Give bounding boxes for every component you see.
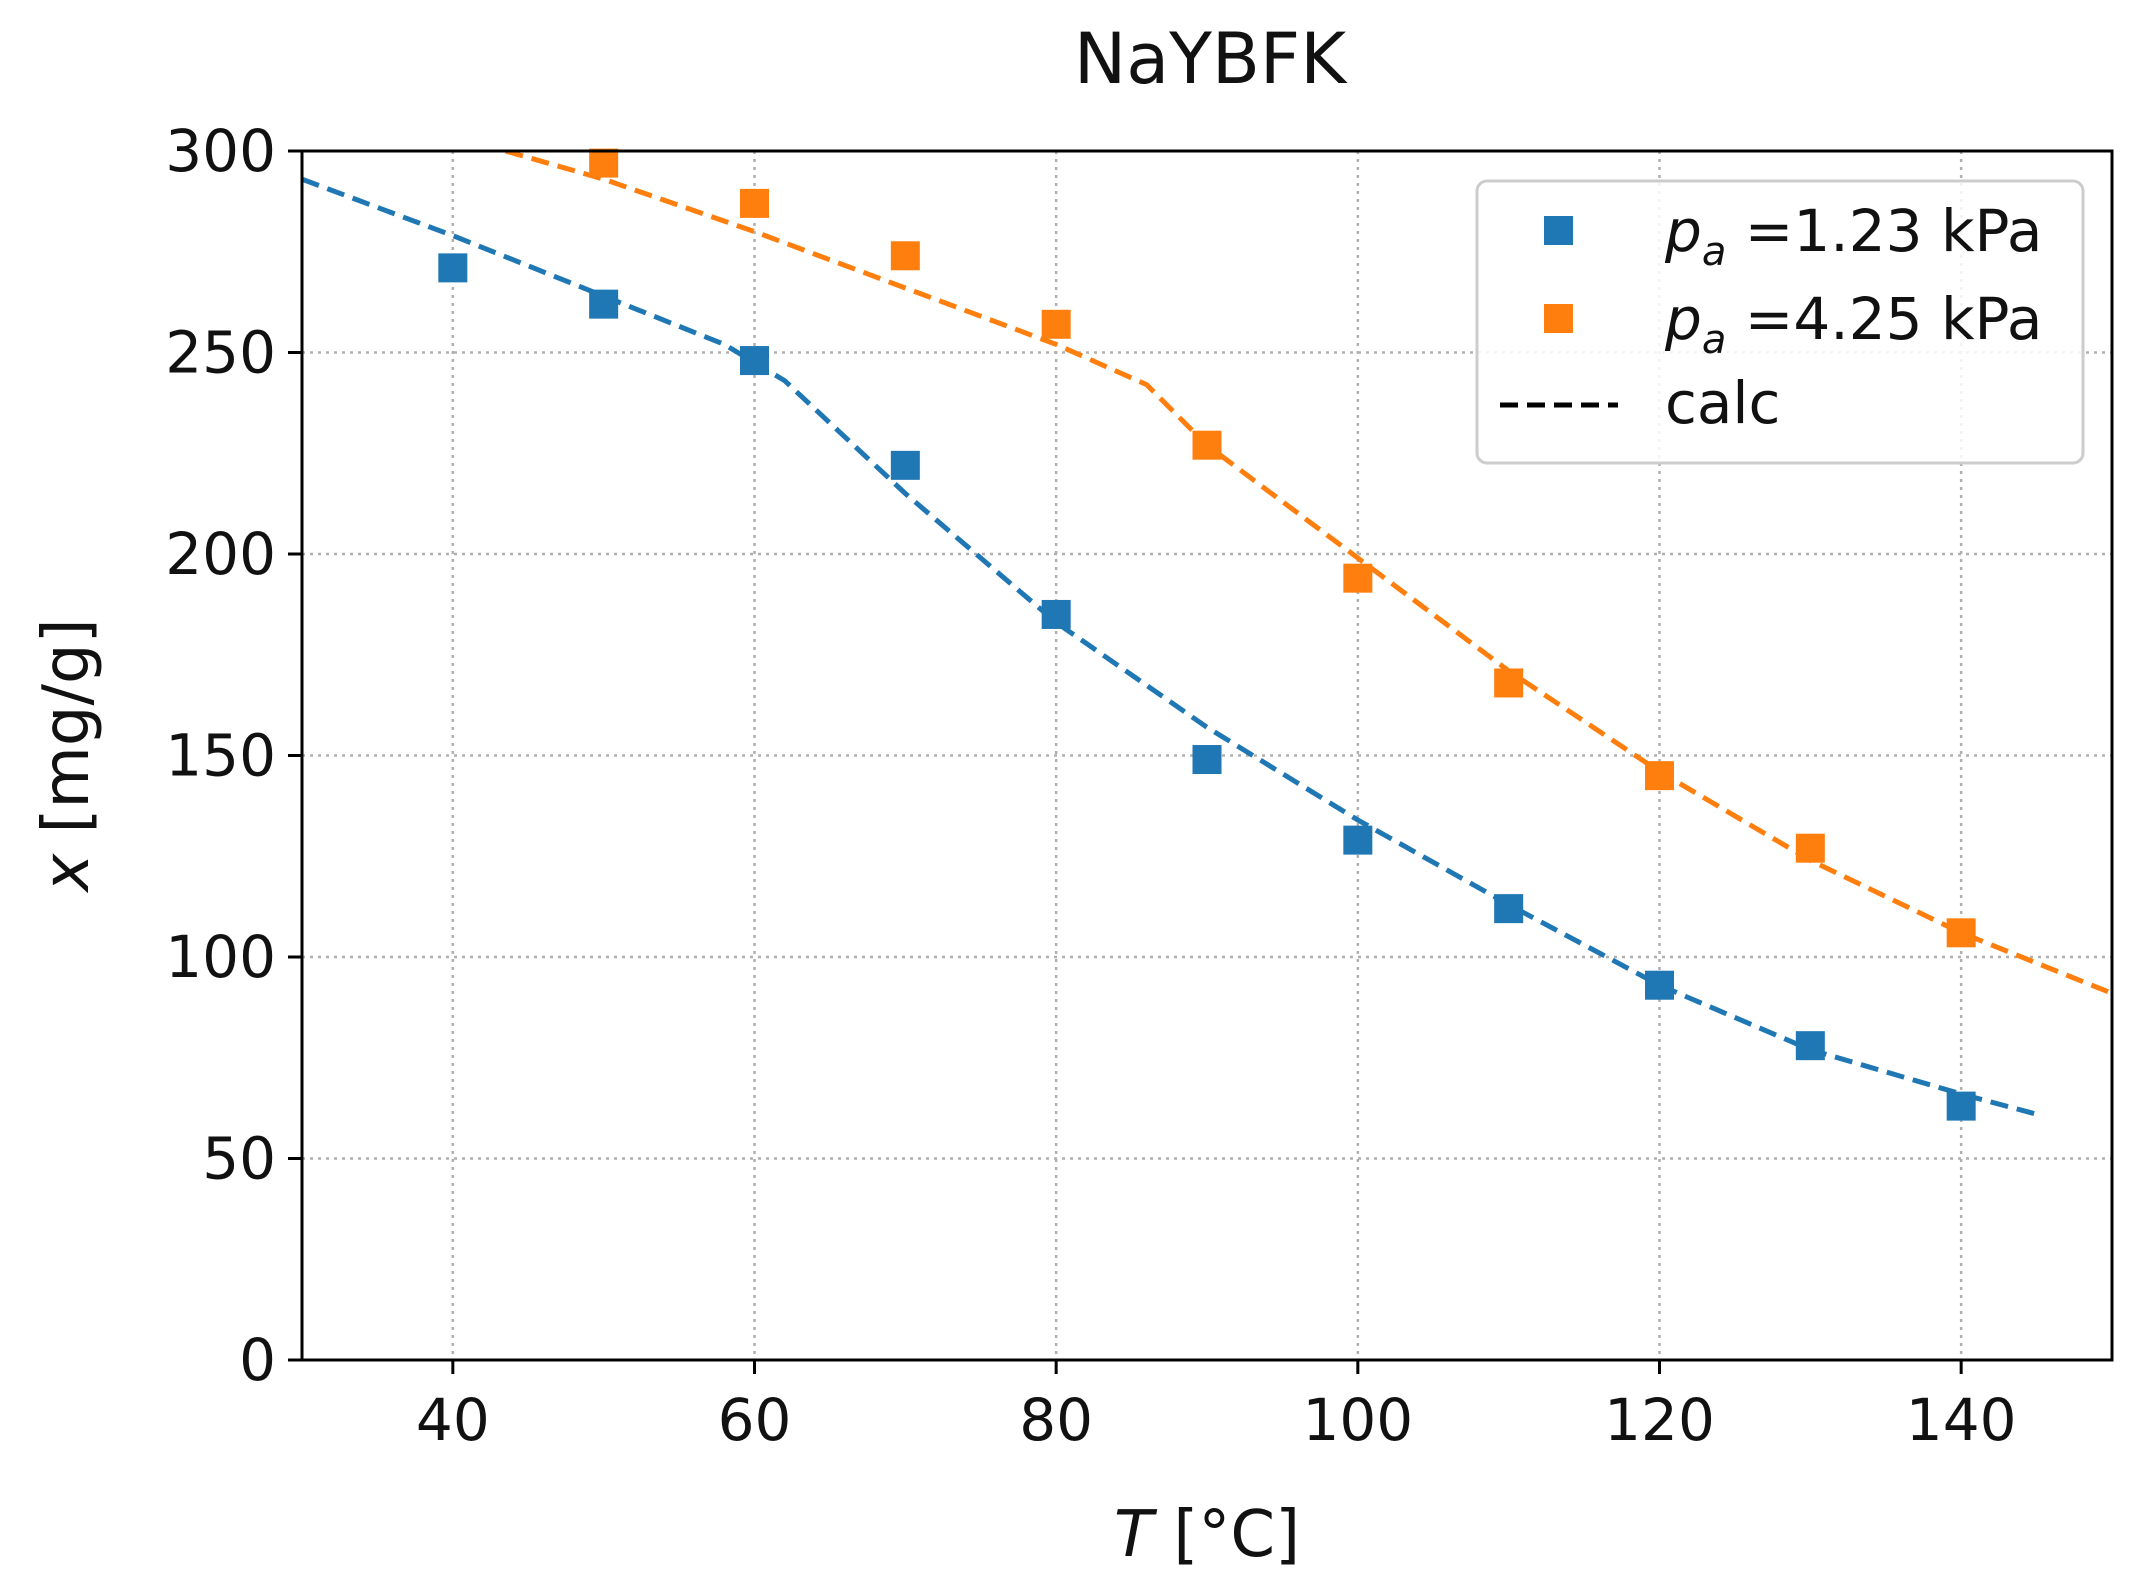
x-axis-symbol: T [1114,1498,1158,1572]
x-tick-label: 60 [718,1386,792,1454]
y-tick-label: 250 [165,319,276,387]
data-point-series-2 [1192,430,1222,460]
legend-box [1475,179,2085,465]
x-tick-label: 120 [1604,1386,1715,1454]
data-point-series-2 [1795,833,1825,863]
legend-marker-series-1 [1544,216,1573,245]
data-point-series-2 [1041,309,1071,339]
x-tick-label: 100 [1302,1386,1413,1454]
axis-ticks: 40 60 80 100 120 140 0 50 100 150 200 250 300 [165,117,2016,1454]
y-axis-unit: [mg/g] [30,618,104,853]
data-point-series-1 [1343,825,1373,855]
y-axis-label: x [mg/g] [30,618,104,893]
data-point-series-2 [1343,563,1373,593]
legend-label-series-1: pa =1.23 kPa [1664,197,2042,275]
data-point-series-2 [1645,761,1674,791]
y-tick-label: 300 [165,117,276,185]
data-point-series-1 [1494,894,1524,924]
y-tick-label: 50 [202,1125,276,1193]
x-tick-label: 80 [1019,1386,1093,1454]
y-tick-label: 100 [165,923,276,991]
x-axis-unit: [°C] [1153,1498,1300,1572]
y-tick-label: 0 [239,1326,276,1394]
data-point-series-2 [1946,918,1976,948]
calc-line-series-1 [302,176,2038,1117]
data-point-series-2 [890,241,920,271]
data-point-series-1 [589,289,619,319]
data-point-series-2 [589,148,619,178]
y-tick-label: 200 [165,520,276,588]
data-point-series-1 [740,346,769,376]
y-tick-label: 150 [165,722,276,790]
data-point-series-1 [1795,1031,1825,1061]
data-point-series-2 [740,188,769,218]
data-point-series-1 [1041,599,1071,629]
data-point-series-1 [1946,1091,1976,1121]
data-point-series-1 [1645,970,1674,1000]
x-tick-label: 40 [416,1386,490,1454]
x-axis-label: T [°C] [1114,1498,1300,1572]
data-point-series-1 [1192,745,1222,775]
data-point-series-1 [438,253,468,283]
legend: pa =1.23 kPa pa =4.25 kPa calc [1475,179,2085,465]
x-tick-label: 140 [1906,1386,2017,1454]
legend-label-calc: calc [1665,369,1780,437]
y-axis-symbol: x [30,853,104,894]
data-markers [438,148,1976,1121]
data-point-series-2 [1494,668,1524,698]
legend-marker-series-2 [1544,304,1573,333]
legend-label-series-2: pa =4.25 kPa [1664,285,2042,363]
chart-title: NaYBFK [1074,18,1348,100]
data-point-series-1 [890,450,920,480]
